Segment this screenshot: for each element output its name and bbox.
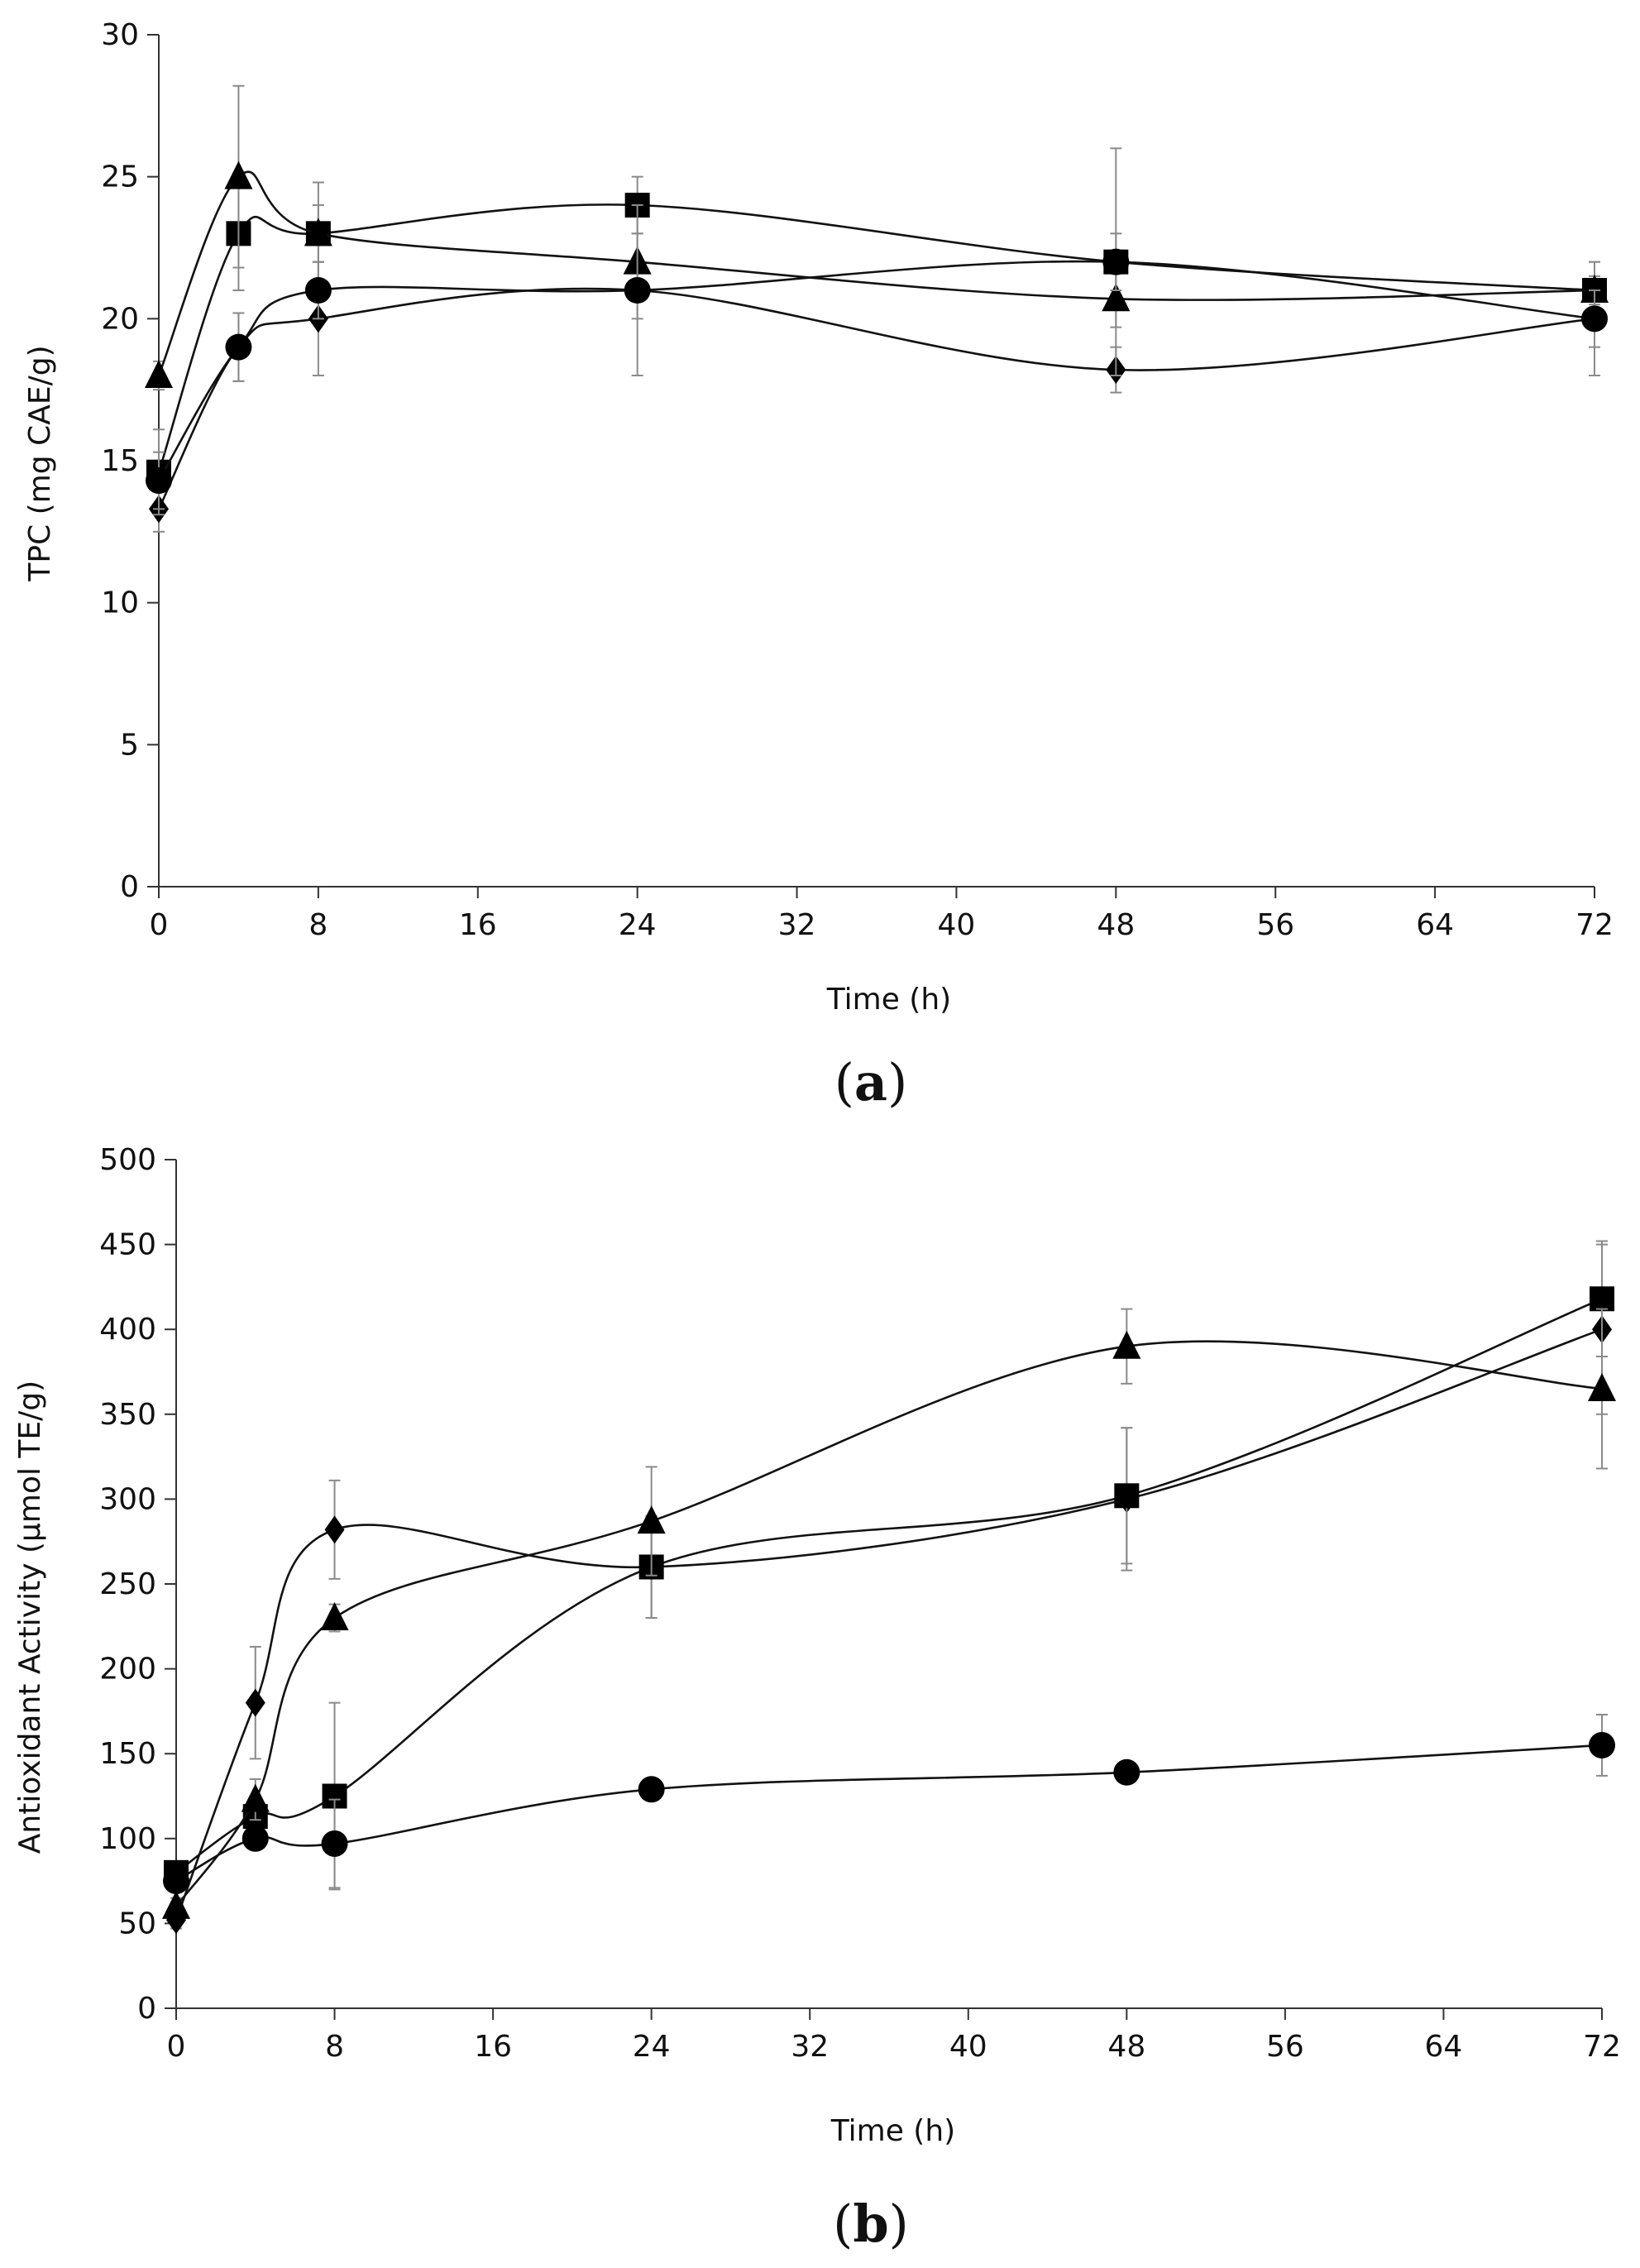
data-point-triangle [1580, 275, 1609, 303]
y-tick-label-a: 25 [101, 160, 139, 194]
y-tick-label-a: 20 [101, 302, 139, 336]
y-tick-label-b: 250 [99, 1567, 156, 1601]
x-tick-label-b: 32 [791, 2030, 829, 2064]
data-point-triangle [1102, 283, 1131, 312]
series-square-b [164, 1240, 1614, 1891]
series-circle-b [163, 1714, 1615, 1895]
data-point-circle [304, 277, 332, 304]
x-tick-label-b: 40 [949, 2030, 987, 2064]
y-tick-label-b: 300 [99, 1482, 156, 1516]
x-tick-label-b: 8 [325, 2030, 344, 2064]
y-tick-label-b: 400 [99, 1313, 156, 1347]
y-tick-label-a: 10 [101, 586, 139, 620]
data-point-circle [638, 1776, 665, 1803]
series-line-diamond [175, 1328, 1603, 1921]
data-point-circle [321, 1830, 348, 1857]
y-tick-label-a: 15 [101, 444, 139, 478]
data-point-circle [624, 277, 651, 304]
data-point-diamond [324, 1515, 345, 1544]
y-tick-label-a: 5 [120, 728, 139, 762]
data-point-circle [163, 1868, 189, 1895]
x-tick-label-b: 56 [1266, 2030, 1304, 2064]
y-tick-label-b: 200 [99, 1653, 156, 1687]
y-tick-label-b: 150 [99, 1737, 156, 1771]
data-point-triangle [1112, 1330, 1141, 1359]
series-triangle-a [145, 84, 1609, 391]
data-point-triangle [637, 1505, 666, 1534]
series-line-triangle [157, 170, 1595, 376]
y-tick-label-b: 500 [99, 1143, 156, 1177]
data-point-circle [1581, 305, 1608, 333]
chart-panel-a: TPC (mg CAE/g) Time (h) (a) 0 5 10 15 20 25 30… [23, 18, 1614, 1112]
y-tick-label-b: 350 [99, 1398, 156, 1432]
x-tick-label-a: 40 [938, 908, 976, 942]
x-tick-label-a: 8 [308, 908, 328, 942]
series-line-triangle [175, 1340, 1603, 1907]
y-tick-label-a: 30 [101, 18, 139, 52]
panel-label-b: (b) [833, 2194, 909, 2254]
x-tick-label-a: 32 [778, 908, 816, 942]
y-tick-label-b: 100 [99, 1822, 156, 1856]
data-point-circle [1102, 248, 1130, 275]
y-axis-title-b: Antioxidant Activity (µmol TE/g) [13, 1380, 47, 1854]
x-tick-label-a: 56 [1256, 908, 1294, 942]
data-point-triangle [304, 218, 332, 246]
x-tick-label-b: 0 [167, 2030, 186, 2064]
x-tick-label-b: 72 [1583, 2030, 1621, 2064]
data-point-triangle [162, 1890, 190, 1919]
series-line-circle [175, 1744, 1603, 1883]
x-tick-label-a: 0 [150, 908, 169, 942]
y-tick-label-b: 450 [99, 1228, 156, 1262]
y-tick-label-a: 0 [120, 870, 139, 904]
data-point-square [1114, 1483, 1140, 1509]
data-point-circle [225, 333, 252, 361]
series-line-circle [157, 260, 1595, 481]
series-diamond-a [149, 261, 1604, 533]
y-tick-label-b: 50 [118, 1907, 156, 1940]
x-axis-title-b: Time (h) [830, 2114, 955, 2148]
series-triangle-b [162, 1308, 1616, 1919]
y-tick-label-b: 0 [137, 1992, 156, 2026]
series-circle-a [146, 204, 1608, 510]
data-point-triangle [224, 160, 253, 189]
data-point-circle [1589, 1731, 1615, 1758]
data-point-triangle [1588, 1373, 1616, 1402]
data-point-triangle [145, 360, 173, 388]
x-tick-label-a: 24 [619, 908, 657, 942]
y-axis-title-a: TPC (mg CAE/g) [23, 345, 57, 581]
x-tick-label-a: 72 [1575, 908, 1614, 942]
x-axis-title-a: Time (h) [826, 983, 951, 1017]
panel-label-a: (a) [834, 1052, 908, 1112]
data-point-circle [146, 467, 172, 495]
data-point-square [1590, 1286, 1614, 1312]
x-tick-label-b: 64 [1425, 2030, 1463, 2064]
x-tick-label-a: 64 [1416, 908, 1454, 942]
series-line-square [157, 203, 1595, 473]
data-point-circle [241, 1825, 269, 1852]
series-line-diamond [157, 287, 1595, 510]
data-point-triangle [241, 1783, 270, 1812]
x-tick-label-b: 48 [1107, 2030, 1145, 2064]
chart-panel-b: Antioxidant Activity (µmol TE/g) Time (h… [13, 1143, 1621, 2254]
series-line-square [175, 1298, 1603, 1873]
data-point-circle [1113, 1758, 1140, 1786]
x-tick-label-a: 16 [459, 908, 497, 942]
data-point-triangle [320, 1602, 349, 1631]
x-tick-label-a: 48 [1097, 908, 1135, 942]
data-point-diamond [245, 1688, 265, 1717]
series-diamond-b [166, 1243, 1612, 1935]
x-tick-label-b: 24 [633, 2030, 671, 2064]
x-tick-label-b: 16 [474, 2030, 512, 2064]
series-square-a [146, 147, 1607, 516]
